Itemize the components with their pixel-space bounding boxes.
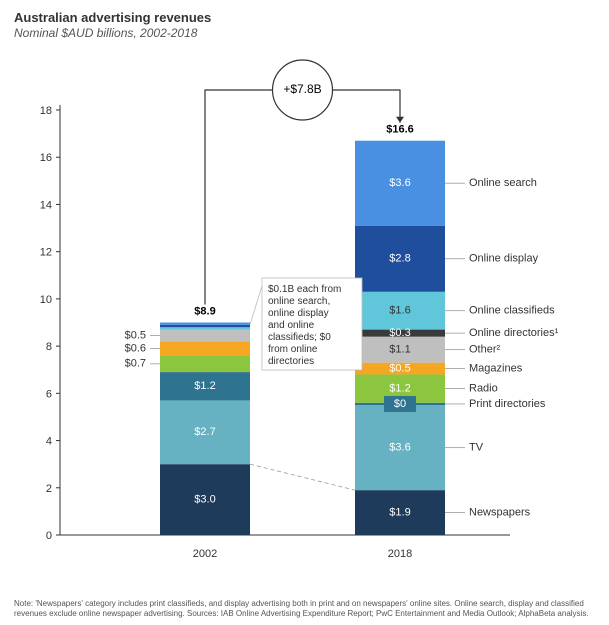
annotation-text: online search,	[268, 296, 330, 307]
bar-segment	[160, 323, 250, 325]
y-tick-label: 12	[40, 247, 52, 259]
bar-segment	[160, 325, 250, 327]
y-tick-label: 10	[40, 294, 52, 306]
annotation-text: and online	[268, 320, 315, 331]
segment-label: $1.2	[389, 383, 410, 395]
category-label: Newspapers	[469, 506, 531, 518]
segment-label: $3.6	[389, 177, 410, 189]
segment-label: $2.8	[389, 253, 410, 265]
segment-label: $3.0	[194, 493, 215, 505]
y-tick-label: 18	[40, 105, 52, 117]
segment-label: $0.6	[125, 342, 146, 354]
y-tick-label: 8	[46, 341, 52, 353]
segment-label: $2.7	[194, 426, 215, 438]
annotation-text: directories	[268, 356, 314, 367]
y-tick-label: 6	[46, 388, 52, 400]
chart-title: Australian advertising revenues	[14, 10, 211, 25]
bar-total-2018: $16.6	[386, 124, 414, 136]
segment-label: $1.6	[389, 305, 410, 317]
segment-label: $1.2	[194, 380, 215, 392]
annotation-text: online display	[268, 308, 329, 319]
category-label: Radio	[469, 383, 498, 395]
delta-label: +$7.8B	[283, 82, 321, 96]
bar-segment	[160, 327, 250, 329]
chart-footnote: Note: 'Newspapers' category includes pri…	[14, 599, 595, 619]
annotation-text: from online	[268, 344, 318, 355]
bar-total-2002: $8.9	[194, 306, 215, 318]
chart-subtitle: Nominal $AUD billions, 2002-2018	[14, 26, 197, 40]
x-tick-label: 2002	[193, 548, 217, 560]
category-label: Magazines	[469, 362, 523, 374]
annotation-text: $0.1B each from	[268, 284, 341, 295]
segment-label: $0.5	[125, 329, 146, 341]
x-tick-label: 2018	[388, 548, 412, 560]
category-label: Other²	[469, 344, 501, 356]
bar-segment	[160, 330, 250, 342]
segment-label: $0.5	[389, 362, 410, 374]
segment-label: $0.3	[389, 327, 410, 339]
category-label: Online search	[469, 177, 537, 189]
segment-label: $1.9	[389, 506, 410, 518]
segment-label: $3.6	[389, 442, 410, 454]
segment-label: $0	[394, 398, 406, 410]
category-label: TV	[469, 442, 484, 454]
category-label: Online directories¹	[469, 327, 559, 339]
stacked-bar-chart: 0 2 4 6 8 10 12 14 16 18 2002 2018 $8.9 $16.6 $3.0 $2.7…	[0, 55, 609, 585]
segment-label: $1.1	[389, 344, 410, 356]
y-tick-label: 16	[40, 152, 52, 164]
bar-segment	[160, 341, 250, 355]
segment-label: $0.7	[125, 358, 146, 370]
bar-segment	[160, 356, 250, 373]
y-tick-label: 0	[46, 530, 52, 542]
category-label: Print directories	[469, 398, 546, 410]
category-label: Online display	[469, 253, 539, 265]
y-tick-label: 2	[46, 483, 52, 495]
category-label: Online classifieds	[469, 305, 555, 317]
connector-dashed	[250, 464, 355, 490]
y-tick-label: 4	[46, 436, 52, 448]
y-tick-label: 14	[40, 199, 52, 211]
annotation-text: classifieds; $0	[268, 332, 331, 343]
